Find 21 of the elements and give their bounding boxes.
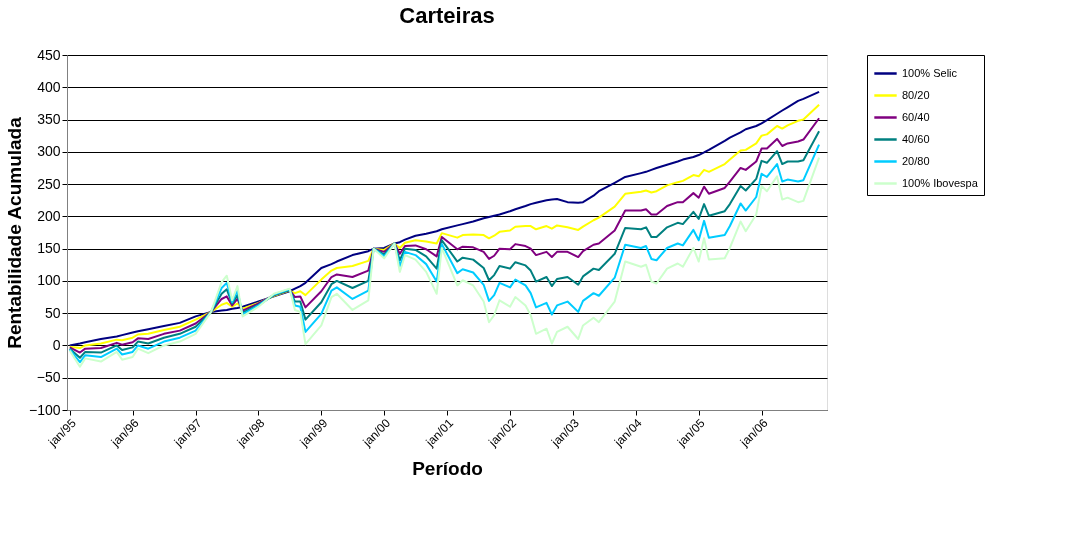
y-tick-label: 100 (37, 272, 61, 289)
y-tick-label: −100 (28, 401, 61, 418)
y-tick-label: 0 (52, 336, 61, 353)
y-tick-label: 200 (37, 207, 61, 224)
chart-title: Carteiras (399, 3, 495, 28)
y-axis-title: Rentabilidade Acumulada (3, 116, 25, 349)
legend-label: 100% Selic (902, 66, 958, 79)
legend-label: 80/20 (902, 88, 930, 101)
y-tick-label: 300 (37, 143, 61, 160)
y-tick-label: −50 (36, 369, 61, 386)
y-tick-label: 450 (37, 46, 61, 63)
legend-label: 60/40 (902, 110, 930, 123)
legend-label: 100% Ibovespa (902, 176, 979, 189)
x-axis-title: Período (412, 458, 483, 480)
y-tick-label: 350 (37, 111, 61, 128)
legend-label: 20/80 (902, 154, 930, 167)
y-tick-label: 150 (37, 240, 61, 257)
y-tick-label: 50 (44, 304, 61, 321)
y-tick-label: 250 (37, 175, 61, 192)
legend-label: 40/60 (902, 132, 930, 145)
y-tick-label: 400 (37, 78, 61, 95)
